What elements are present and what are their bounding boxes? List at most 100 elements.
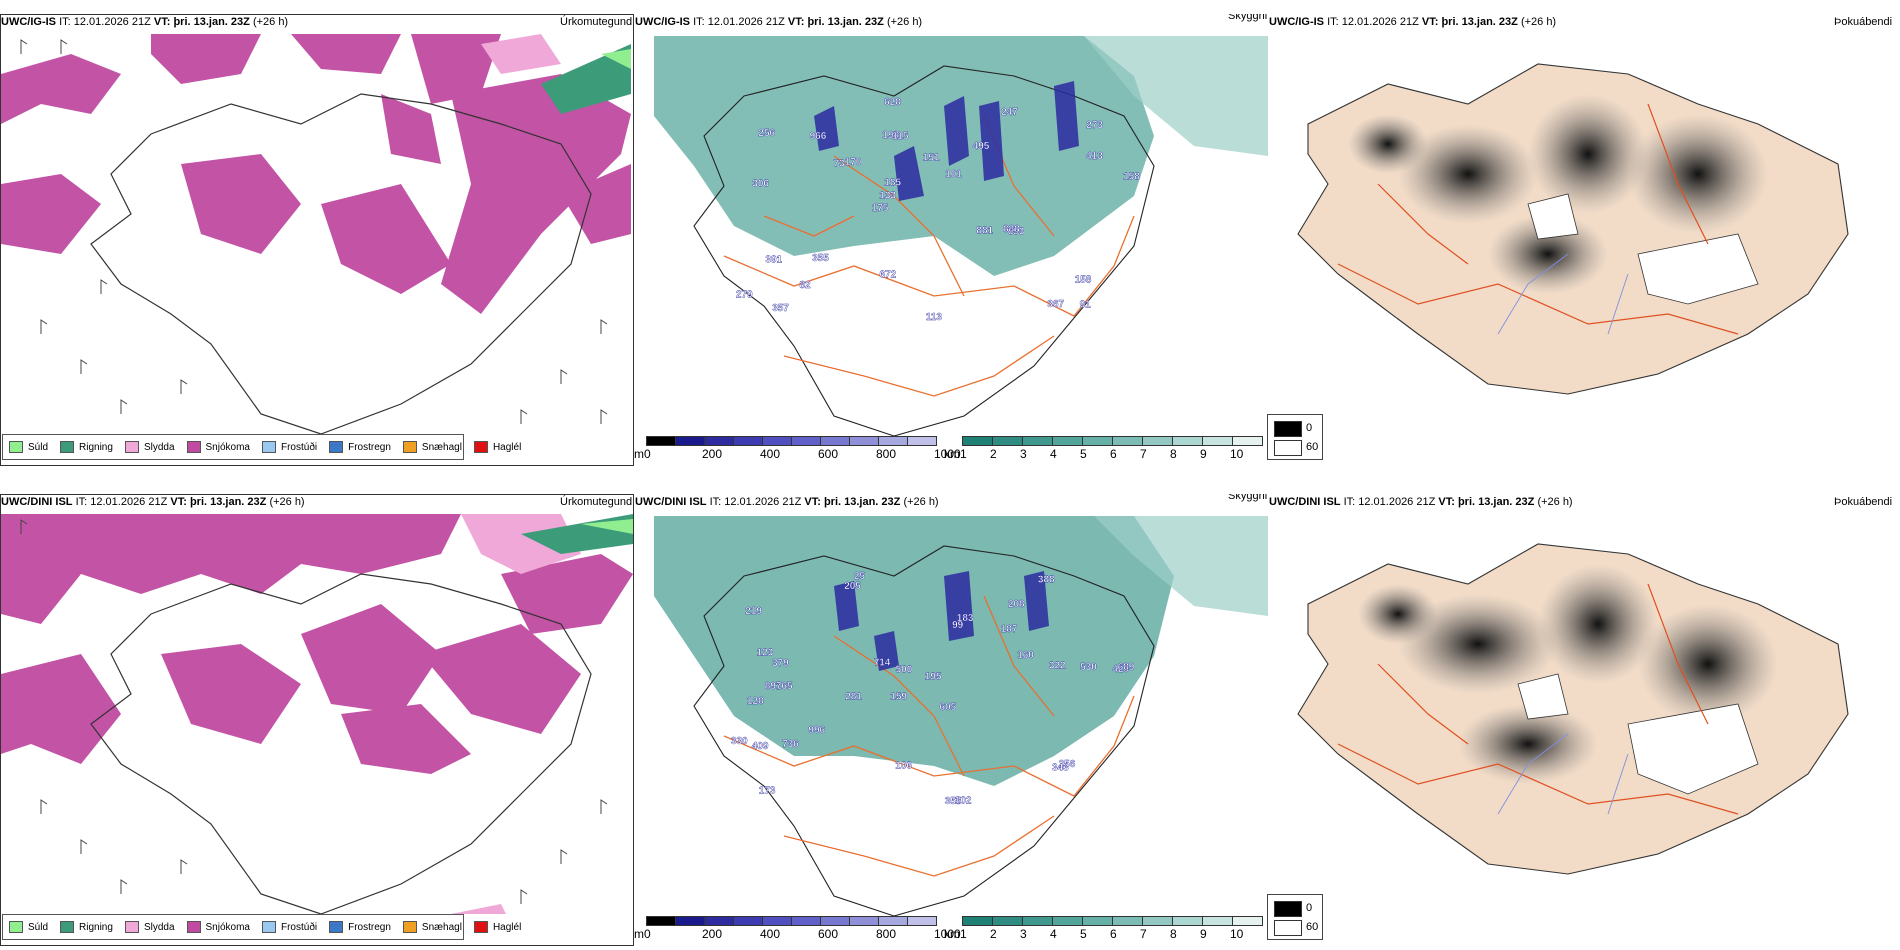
fog-swatch-black — [1274, 421, 1302, 437]
legend-item: Frostúði — [261, 441, 317, 453]
cloudbase-value-label: 106 — [895, 760, 912, 771]
cloudbase-value-label: 966 — [810, 131, 827, 142]
cloudbase-value-label: 91 — [1080, 300, 1092, 311]
colorbar-segment — [1142, 436, 1173, 446]
colorbar-segment — [1142, 916, 1173, 926]
panel-visibility-bottom: UWC/DINI ISL IT: 12.01.2026 21Z VT: þri.… — [634, 494, 1268, 946]
legend-item: Slydda — [124, 921, 175, 933]
colorbar-tick-label: 4 — [1050, 447, 1057, 461]
cloudbase-value-label: 322 — [1049, 661, 1066, 672]
vt-label: VT: — [153, 16, 171, 28]
colorbar-tick-label: 800 — [876, 927, 897, 941]
legend-item: Frostregn — [329, 441, 391, 453]
colorbar-segment — [878, 916, 908, 926]
colorbar-segment — [704, 916, 734, 926]
snow-areas — [1, 34, 631, 314]
colorbar-segment — [849, 436, 879, 446]
legend-item: Frostregn — [329, 921, 391, 933]
cloudbase-value-label: 165 — [776, 681, 793, 692]
valid-time: þri. 13.jan. 23Z — [189, 496, 267, 508]
cloudbase-unit: m — [634, 927, 644, 941]
colorbar-tick-label: 10 — [1230, 447, 1244, 461]
colorbar-segment — [733, 916, 763, 926]
cloudbase-value-label: 420 — [1112, 664, 1129, 675]
colorbar-tick-label: 7 — [1140, 447, 1147, 461]
cloudbase-value-label: 409 — [752, 741, 769, 752]
colorbar-tick-label: 8 — [1170, 447, 1177, 461]
lead-time: (+26 h) — [1537, 496, 1573, 508]
precip-type-legend: Súld Rigning Slydda Snjókoma Frostúði Fr… — [2, 434, 521, 460]
cloudbase-colorbar-top: m 0 200 400 600 800 1000 — [634, 436, 961, 466]
rain-areas — [541, 44, 631, 114]
colorbar-segment — [1172, 916, 1203, 926]
colorbar-segment — [1022, 916, 1053, 926]
cloudbase-value-label: 128 — [747, 696, 764, 707]
legend-item: Súld — [9, 441, 48, 453]
panel-visibility-top: UWC/IG-IS IT: 12.01.2026 21Z VT: þri. 13… — [634, 14, 1268, 466]
fog-map — [1297, 543, 1849, 875]
wind-barbs — [20, 39, 608, 424]
legend-item: Haglél — [473, 921, 521, 933]
it-label: IT: — [75, 496, 88, 508]
colorbar-segment — [791, 916, 821, 926]
visibility-colorbar-top: km 1 2 3 4 5 6 7 8 9 10 — [944, 436, 1264, 466]
cloudbase-unit: m — [634, 447, 644, 461]
cloudbase-value-label: 343 — [1052, 762, 1069, 773]
panel-fog-top: UWC/IG-IS IT: 12.01.2026 21Z VT: þri. 13… — [1268, 14, 1900, 466]
colorbar-tick-label: 9 — [1200, 447, 1207, 461]
colorbar-tick-label: 8 — [1170, 927, 1177, 941]
cloudbase-value-label: 357 — [772, 303, 789, 314]
rivers — [1497, 733, 1629, 815]
drizzle-areas — [601, 49, 631, 69]
colorbar-segment — [820, 436, 850, 446]
fog-legend-top: 0 60 — [1267, 414, 1323, 460]
colorbar-segment — [992, 916, 1023, 926]
panel-title: UWC/IG-IS IT: 12.01.2026 21Z VT: þri. 13… — [635, 16, 922, 28]
model-name: UWC/DINI ISL — [1269, 496, 1341, 508]
cloudbase-value-label: 672 — [880, 269, 897, 280]
iceland-coastline — [693, 545, 1155, 916]
visibility-unit: km — [944, 927, 960, 941]
legend-item: Rigning — [60, 921, 113, 933]
cloudbase-value-label: 279 — [736, 290, 753, 301]
panel-fog-bottom: UWC/DINI ISL IT: 12.01.2026 21Z VT: þri.… — [1268, 494, 1900, 946]
cloudbase-value-label: 689 — [1118, 662, 1135, 673]
colorbar-segment — [878, 436, 908, 446]
model-name: UWC/IG-IS — [635, 16, 690, 28]
cloudbase-value-label: 99 — [952, 620, 964, 631]
cloudbase-value-label: 115 — [892, 131, 909, 142]
iceland-coastline — [90, 573, 592, 914]
cloudbase-value-label: 500 — [896, 664, 913, 675]
cloudbase-value-label: 123 — [757, 648, 774, 659]
colorbar-tick-label: 0 — [644, 447, 651, 461]
fog-map — [1297, 63, 1849, 395]
colorbar-segment — [704, 436, 734, 446]
cloudbase-value-label: 330 — [731, 736, 748, 747]
cloudbase-value-label: 495 — [973, 141, 990, 152]
roads — [723, 595, 1135, 877]
rivers — [1497, 253, 1629, 335]
colorbar-segment — [675, 916, 705, 926]
precip-map — [1, 514, 633, 914]
cloudbase-value-label: 198 — [882, 130, 899, 141]
colorbar-segment — [1202, 436, 1233, 446]
low-cloud-patches — [834, 571, 1049, 671]
colorbar-tick-label: 600 — [818, 927, 839, 941]
colorbar-segment — [1022, 436, 1053, 446]
it-label: IT: — [693, 16, 705, 28]
it-label: IT: — [709, 496, 722, 508]
low-cloud-patches — [814, 81, 1079, 201]
colorbar-tick-label: 7 — [1140, 927, 1147, 941]
snow-areas — [1, 514, 633, 774]
cloudbase-value-label: 355 — [812, 253, 829, 264]
visibility-map — [654, 36, 1268, 436]
colorbar-tick-label: 3 — [1020, 447, 1027, 461]
visibility-colorbar-bottom: km 1 2 3 4 5 6 7 8 9 10 — [944, 916, 1264, 946]
cloudbase-value-label: 355 — [945, 796, 962, 807]
it-label: IT: — [1327, 16, 1339, 28]
legend-item: Súld — [9, 921, 48, 933]
sea-visibility — [1094, 516, 1268, 616]
wind-barbs — [20, 519, 608, 904]
colorbar-tick-label: 6 — [1110, 447, 1117, 461]
colorbar-tick-label: 5 — [1080, 447, 1087, 461]
